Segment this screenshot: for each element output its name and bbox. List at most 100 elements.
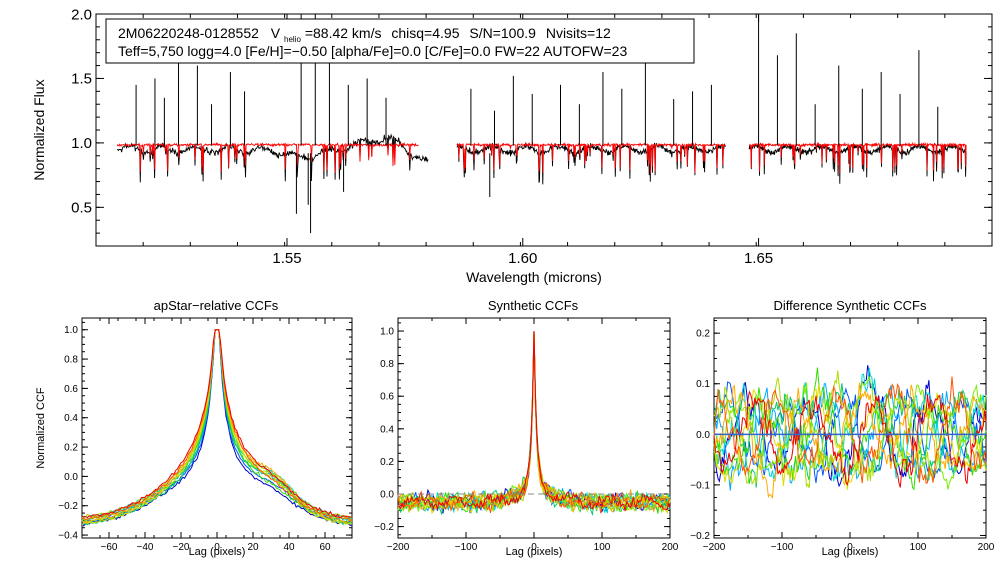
y-tick-label: −0.2 bbox=[374, 522, 394, 533]
x-tick-label: 1.55 bbox=[272, 250, 301, 267]
info-line-2: Teff=5,750 logg=4.0 [Fe/H]=−0.50 [alpha/… bbox=[118, 43, 627, 59]
y-tick-label: 0.0 bbox=[380, 490, 394, 501]
y-tick-label: 1.0 bbox=[64, 325, 78, 336]
x-tick-label: −40 bbox=[137, 542, 154, 553]
ccf-series-line bbox=[81, 329, 353, 522]
info-line-1: 2M06220248-0128552 V helio =88.42 km/s c… bbox=[118, 25, 611, 45]
y-tick-label: 0.4 bbox=[64, 413, 78, 424]
x-tick-label: 0 bbox=[531, 542, 537, 553]
ccf-series-line bbox=[81, 329, 353, 525]
apstar-ccf-panel: apStar−relative CCFs −60 −40 −20 0 20 40 60 −0.… bbox=[35, 298, 353, 558]
ccf-series-line bbox=[713, 376, 987, 485]
x-tick-label: −20 bbox=[173, 542, 190, 553]
observed-spectrum-line bbox=[748, 143, 967, 184]
info-sn: S/N=100.9 bbox=[469, 25, 536, 41]
apstar-ccf-frame bbox=[81, 317, 353, 539]
info-vhelio-subscript: helio bbox=[284, 35, 301, 44]
observed-spectrum-line bbox=[116, 133, 429, 183]
x-tick-label: 60 bbox=[319, 542, 331, 553]
y-tick-label: −0.2 bbox=[58, 501, 78, 512]
y-tick-label: 2.0 bbox=[71, 6, 92, 23]
spectrum-panel: 1.55 1.60 1.65 0.5 1.0 1.5 2.0 2M06220248-0128… bbox=[31, 6, 993, 285]
info-chisq: chisq=4.95 bbox=[391, 25, 459, 41]
x-tick-label: 20 bbox=[247, 542, 259, 553]
apstar-ccf-series bbox=[81, 329, 353, 527]
y-tick-label: −0.4 bbox=[58, 531, 78, 542]
x-tick-label: −200 bbox=[703, 542, 726, 553]
y-tick-label: 0.0 bbox=[696, 430, 710, 441]
apstar-ccf-axes: −60 −40 −20 0 20 40 60 −0.4 −0.2 0.0 0.2 0.4 0.6 0.8 1… bbox=[58, 318, 353, 553]
x-tick-label: 40 bbox=[283, 542, 295, 553]
y-tick-label: 0.6 bbox=[380, 392, 394, 403]
y-tick-label: −0.1 bbox=[690, 480, 710, 491]
difference-ccf-series bbox=[713, 365, 987, 499]
ccf-series-line bbox=[397, 330, 671, 516]
ccf-series-line bbox=[81, 329, 353, 519]
ccf-series-line bbox=[713, 382, 987, 499]
x-tick-label: 100 bbox=[594, 542, 611, 553]
y-tick-label: 1.0 bbox=[380, 327, 394, 338]
ccf-series-line bbox=[397, 330, 671, 512]
model-spectrum-line bbox=[116, 141, 419, 173]
y-tick-label: 0.8 bbox=[380, 359, 394, 370]
spectrum-series bbox=[116, 14, 967, 234]
ccf-series-line bbox=[713, 367, 987, 491]
observed-spectrum-line bbox=[456, 142, 727, 185]
synthetic-ccf-axes: −200 −100 0 100 200 −0.2 0.0 0.2 0.4 0.6 0.8 1.0 bbox=[374, 318, 679, 553]
y-tick-label: 0.4 bbox=[380, 424, 394, 435]
x-tick-label: 200 bbox=[662, 542, 679, 553]
spectrum-ylabel: Normalized Flux bbox=[31, 79, 47, 180]
ccf-series-line bbox=[81, 329, 353, 523]
difference-ccf-xlabel: Lag (pixels) bbox=[822, 546, 879, 558]
x-tick-label: 0 bbox=[214, 542, 220, 553]
y-tick-label: −0.2 bbox=[690, 531, 710, 542]
ccf-series-line bbox=[81, 329, 353, 521]
difference-ccf-panel: Difference Synthetic CCFs −200 −100 0 100 20… bbox=[690, 298, 995, 558]
y-tick-label: 0.5 bbox=[71, 200, 92, 217]
ccf-series-line bbox=[81, 329, 353, 524]
ccf-series-line bbox=[81, 329, 353, 519]
x-tick-label: −100 bbox=[771, 542, 794, 553]
x-tick-label: 200 bbox=[978, 542, 995, 553]
y-tick-label: 0.0 bbox=[64, 472, 78, 483]
x-tick-label: 1.60 bbox=[508, 250, 537, 267]
x-tick-label: −60 bbox=[101, 542, 118, 553]
spectrum-axes: 1.55 1.60 1.65 0.5 1.0 1.5 2.0 bbox=[71, 6, 992, 267]
info-vhelio-label: V bbox=[271, 25, 281, 41]
difference-ccf-title: Difference Synthetic CCFs bbox=[774, 298, 927, 313]
ccf-series-line bbox=[713, 390, 987, 488]
info-star-id: 2M06220248-0128552 bbox=[118, 25, 259, 41]
y-tick-label: 0.2 bbox=[696, 329, 710, 340]
ccf-series-line bbox=[81, 329, 353, 527]
x-tick-label: −100 bbox=[455, 542, 478, 553]
x-tick-label: 0 bbox=[847, 542, 853, 553]
x-tick-label: −200 bbox=[387, 542, 410, 553]
x-tick-label: 1.65 bbox=[744, 250, 773, 267]
ccf-series-line bbox=[81, 329, 352, 519]
y-tick-label: 1.5 bbox=[71, 71, 92, 88]
ccf-series-line bbox=[81, 329, 353, 524]
x-tick-label: 100 bbox=[910, 542, 927, 553]
ccf-series-line bbox=[81, 329, 353, 524]
info-nvisits: Nvisits=12 bbox=[546, 25, 611, 41]
synthetic-ccf-series bbox=[397, 330, 671, 516]
y-tick-label: 0.2 bbox=[380, 457, 394, 468]
synthetic-ccf-title: Synthetic CCFs bbox=[488, 298, 579, 313]
y-tick-label: 0.2 bbox=[64, 443, 78, 454]
y-tick-label: 1.0 bbox=[71, 135, 92, 152]
spectrum-info-box bbox=[105, 18, 695, 64]
model-spectrum-line bbox=[456, 141, 726, 174]
apstar-ccf-title: apStar−relative CCFs bbox=[154, 298, 279, 313]
ccf-series-line bbox=[397, 330, 671, 512]
synthetic-ccf-xlabel: Lag (pixels) bbox=[506, 546, 563, 558]
y-tick-label: 0.8 bbox=[64, 355, 78, 366]
y-tick-label: 0.6 bbox=[64, 384, 78, 395]
ccf-series-line bbox=[81, 329, 353, 526]
model-spectrum-line bbox=[748, 141, 967, 174]
info-vhelio-value: =88.42 km/s bbox=[305, 25, 382, 41]
synthetic-ccf-panel: Synthetic CCFs −200 −100 0 100 200 −0.2 0.0 0.2… bbox=[374, 298, 679, 558]
y-tick-label: 0.1 bbox=[696, 379, 710, 390]
spectrum-xlabel: Wavelength (microns) bbox=[466, 269, 602, 285]
